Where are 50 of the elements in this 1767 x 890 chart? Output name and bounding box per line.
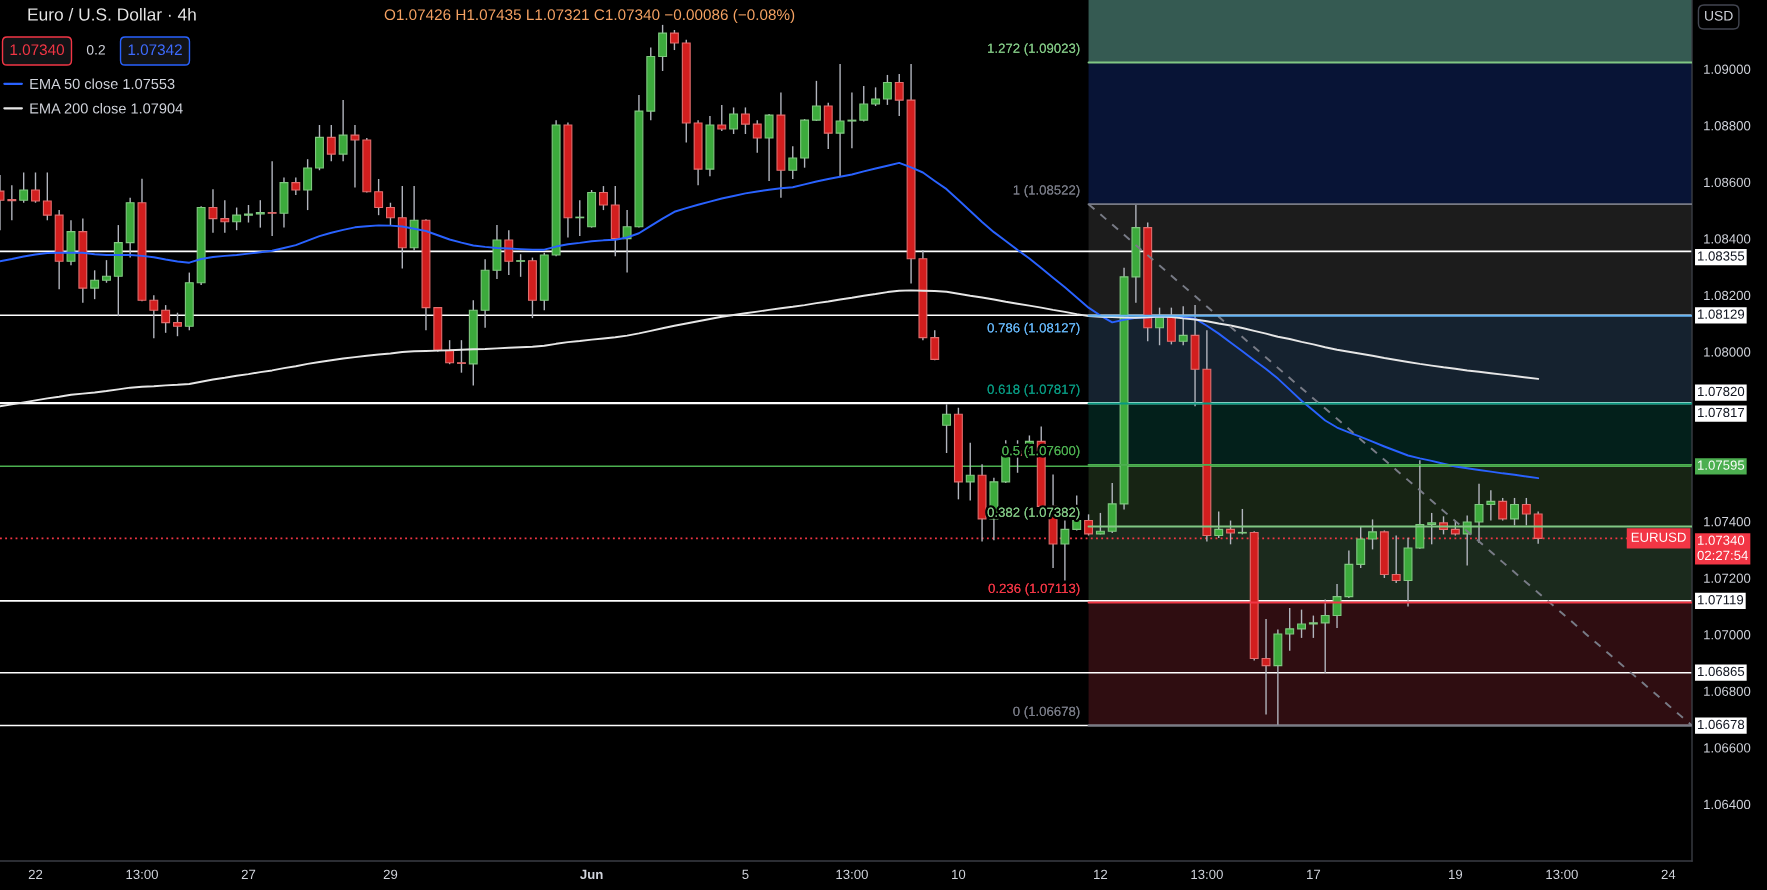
annotation: 0.786 (1.08127) xyxy=(987,322,1080,336)
annotation: O1.07426 H1.07435 L1.07321 C1.07340 −0.00086 (−0.08%) xyxy=(384,8,795,24)
y-tick-label: 1.06400 xyxy=(1704,799,1751,810)
ref-line-label: 1.07595 xyxy=(1698,460,1745,470)
legend-label: EMA 200 close 1.07904 xyxy=(30,102,183,114)
x-tick-label: 17 xyxy=(1307,869,1321,879)
x-tick-label: 27 xyxy=(241,869,256,879)
chart-title: Euro / U.S. Dollar · 4h xyxy=(28,7,196,21)
annotation: 1.07340 xyxy=(10,44,65,56)
text: USD xyxy=(1705,10,1733,21)
y-tick-label: 1.08600 xyxy=(1704,177,1751,188)
x-tick-label: 10 xyxy=(952,869,966,880)
y-tick-label: 1.07400 xyxy=(1704,516,1751,527)
y-tick-label: 1.08200 xyxy=(1704,290,1751,301)
x-tick-label: 29 xyxy=(383,869,398,880)
ref-line-label: 1.07340 02:27:54 xyxy=(1697,535,1748,561)
annotation: 0.2 xyxy=(86,44,105,55)
x-tick-label: 5 xyxy=(742,869,749,880)
annotation: 1.272 (1.09023) xyxy=(988,43,1080,56)
y-tick-label: 1.06800 xyxy=(1704,686,1751,696)
y-tick-label: 1.08400 xyxy=(1704,234,1751,244)
y-tick-label: 1.07200 xyxy=(1704,573,1751,583)
x-tick-label: 13:00 xyxy=(836,869,868,880)
x-tick-label: 13:00 xyxy=(1546,869,1578,880)
ref-line-label: 1.07817 xyxy=(1698,407,1745,418)
x-tick-label: 13:00 xyxy=(1191,869,1223,880)
y-tick-label: 1.09000 xyxy=(1704,64,1751,74)
legend-label: EMA 50 close 1.07553 xyxy=(30,78,175,90)
annotation: 0 (1.06678) xyxy=(1013,706,1080,719)
y-tick-label: 1.06600 xyxy=(1704,743,1751,753)
annotation: 0.618 (1.07817) xyxy=(987,384,1080,397)
annotation: 1.07342 xyxy=(128,44,182,56)
x-tick-label: 22 xyxy=(28,869,43,879)
x-tick-label: 12 xyxy=(1094,869,1108,879)
ref-line-label: 1.08129 xyxy=(1698,309,1745,319)
ref-line-label: 1.07820 xyxy=(1698,386,1745,397)
y-tick-label: 1.08800 xyxy=(1704,121,1751,131)
ref-line-label: 1.06865 xyxy=(1698,666,1745,677)
x-tick-label: 24 xyxy=(1661,869,1676,879)
ref-line-label: 1.06678 xyxy=(1698,719,1745,730)
x-tick-label: 13:00 xyxy=(126,869,158,880)
ref-line-label: 1.07119 xyxy=(1698,595,1744,605)
annotation: EURUSD xyxy=(1631,532,1686,542)
x-tick-label: Jun xyxy=(580,869,603,880)
y-tick-label: 1.08000 xyxy=(1704,347,1751,357)
annotation: 1 (1.08522) xyxy=(1013,184,1080,198)
x-tick-label: 19 xyxy=(1449,869,1463,880)
ref-line-label: 1.08355 xyxy=(1698,251,1745,261)
annotation: 0.236 (1.07113) xyxy=(988,583,1080,596)
y-tick-label: 1.07000 xyxy=(1704,630,1751,640)
